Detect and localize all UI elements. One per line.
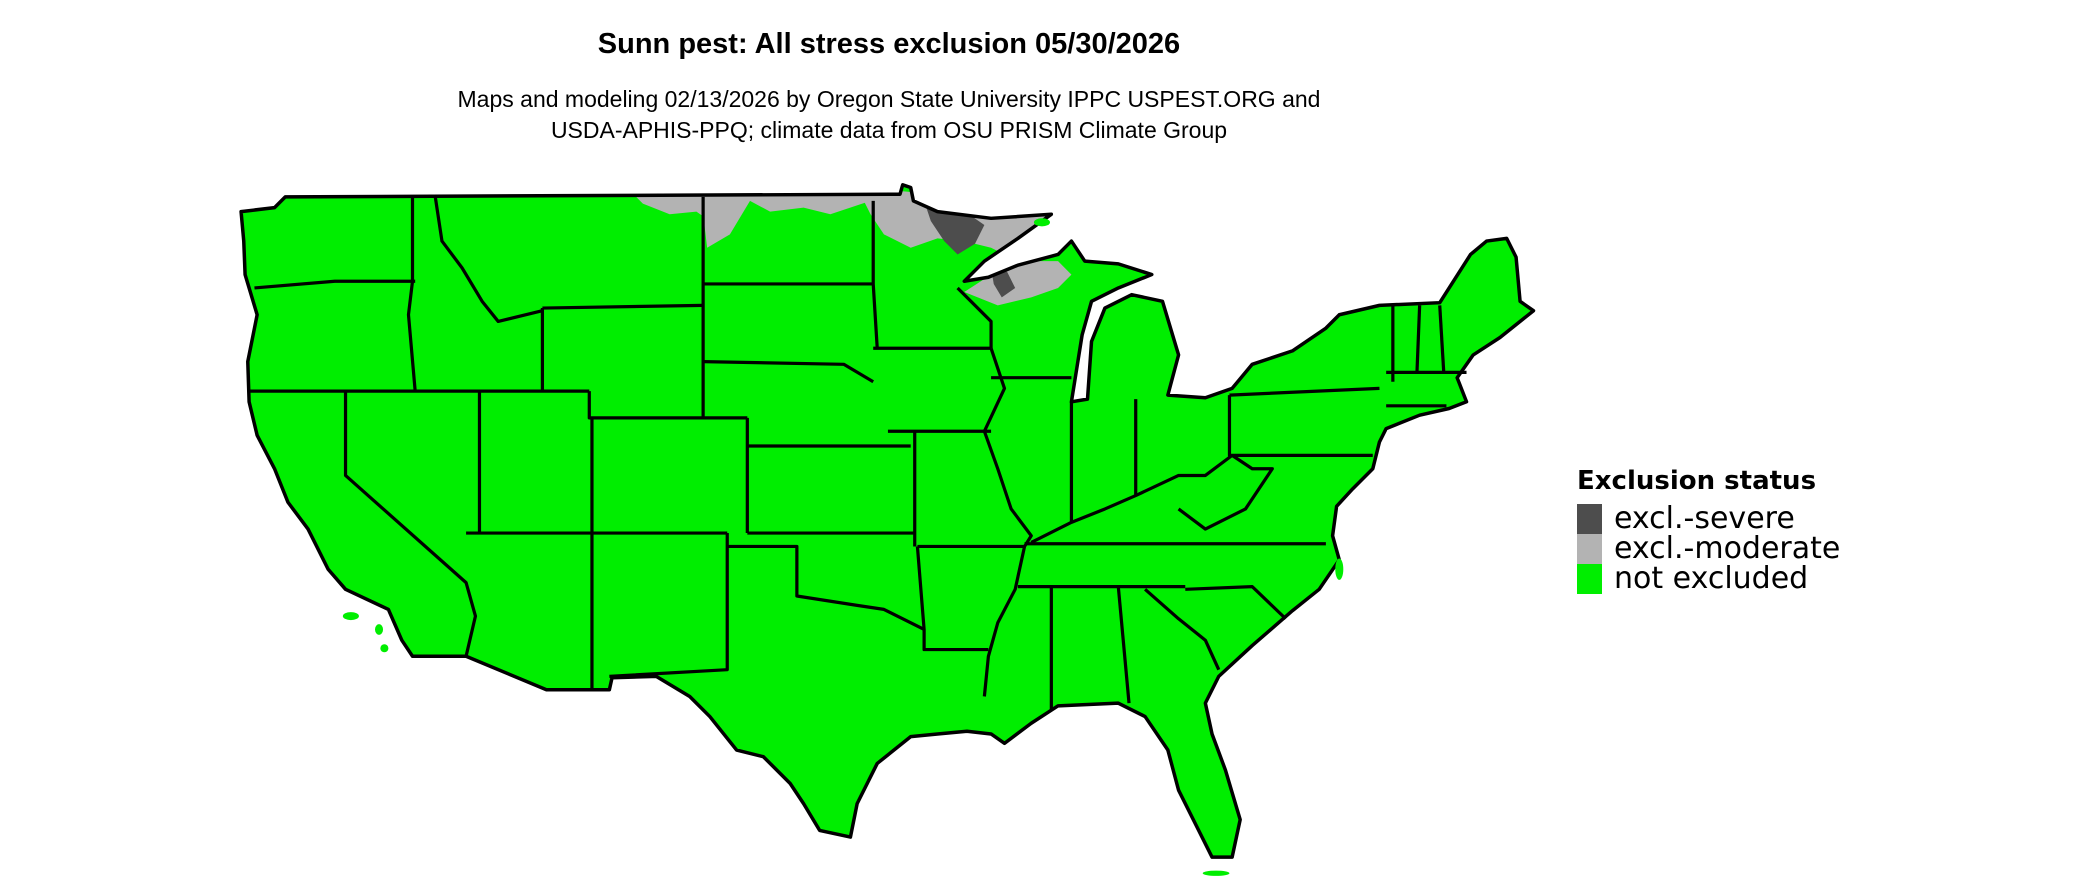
- state-border: [703, 360, 875, 384]
- state-border: [406, 196, 417, 392]
- legend-item-moderate: excl.-moderate: [1577, 534, 1840, 564]
- island: [342, 612, 359, 621]
- subtitle-line-1: Maps and modeling 02/13/2026 by Oregon S…: [457, 86, 1321, 112]
- state-border: [343, 391, 478, 657]
- state-border: [956, 286, 993, 349]
- state-border: [1415, 305, 1422, 373]
- state-border: [542, 303, 704, 310]
- subtitle-line-2: USDA-APHIS-PPQ; climate data from OSU PR…: [550, 117, 1228, 143]
- state-border: [1438, 305, 1446, 373]
- state-border: [1227, 395, 1373, 457]
- state-border: [871, 200, 879, 349]
- legend-item-not-excluded: not excluded: [1577, 564, 1840, 594]
- island: [1335, 558, 1344, 580]
- state-border: [1144, 588, 1221, 671]
- islands: [342, 218, 1344, 876]
- island: [1202, 870, 1230, 876]
- map-title: Sunn pest: All stress exclusion 05/30/20…: [597, 28, 1181, 60]
- state-border: [1116, 586, 1131, 704]
- legend-title: Exclusion status: [1577, 466, 1817, 496]
- legend-label: excl.-severe: [1614, 501, 1795, 536]
- state-boundaries: [249, 196, 1467, 710]
- legend-swatch-moderate: [1577, 534, 1602, 564]
- island: [380, 644, 389, 653]
- us-outline: [239, 183, 1536, 859]
- legend-label: not excluded: [1614, 561, 1809, 596]
- state-border: [982, 347, 1033, 697]
- state-border: [727, 544, 925, 631]
- state-border: [1177, 454, 1274, 531]
- state-border: [1229, 386, 1380, 397]
- state-border: [254, 279, 416, 290]
- legend-swatch-not-excluded: [1577, 564, 1602, 594]
- state-border: [433, 196, 543, 324]
- state-border: [587, 391, 748, 420]
- state-border: [915, 546, 989, 652]
- legend: Exclusion status excl.-severe excl.-mode…: [1577, 466, 1840, 594]
- map-subtitle: Maps and modeling 02/13/2026 by Oregon S…: [0, 84, 1778, 146]
- state-border: [609, 533, 729, 678]
- island: [375, 624, 384, 635]
- legend-item-severe: excl.-severe: [1577, 504, 1840, 534]
- island: [1033, 218, 1050, 227]
- legend-label: excl.-moderate: [1614, 531, 1841, 566]
- state-border: [1185, 585, 1287, 620]
- state-border: [1030, 454, 1234, 544]
- legend-swatch-severe: [1577, 504, 1602, 534]
